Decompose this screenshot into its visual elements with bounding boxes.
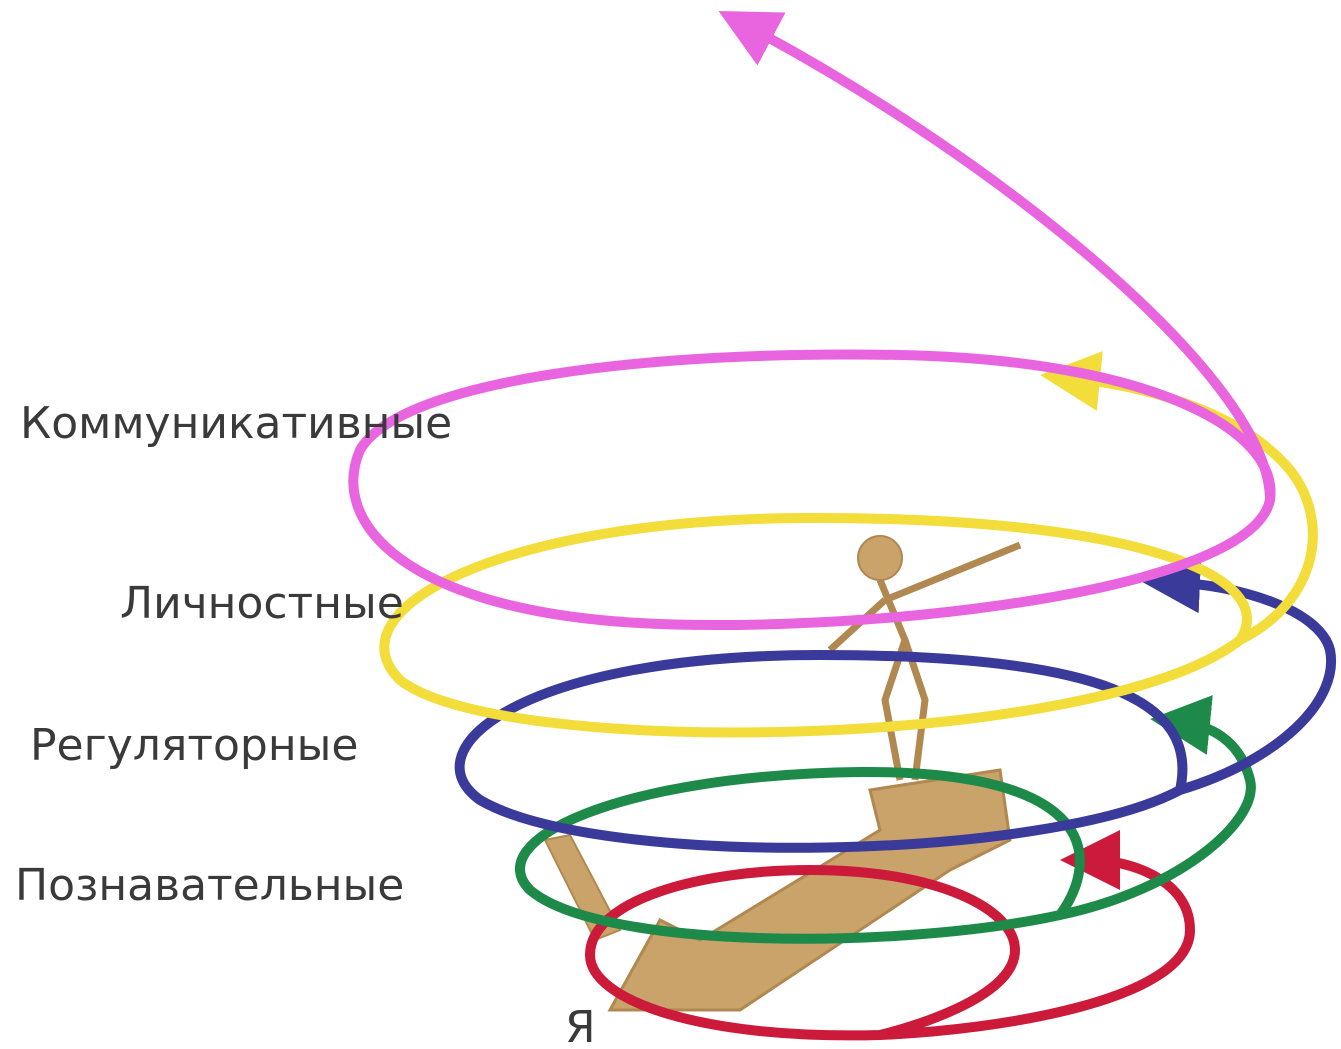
label: Коммуникативные [20, 398, 452, 449]
ring-yellow [384, 378, 1313, 732]
page: {"labels": ["Коммуникативные", "Личностн… [0, 0, 1341, 1049]
spiral-diagram: Коммуникативные Личностные Регуляторные … [0, 0, 1341, 1049]
label: Регуляторные [30, 720, 358, 771]
label: Познавательные [15, 860, 404, 911]
label: Личностные [120, 578, 404, 629]
ring-magenta [353, 25, 1270, 625]
center-label: Я [565, 1002, 596, 1049]
